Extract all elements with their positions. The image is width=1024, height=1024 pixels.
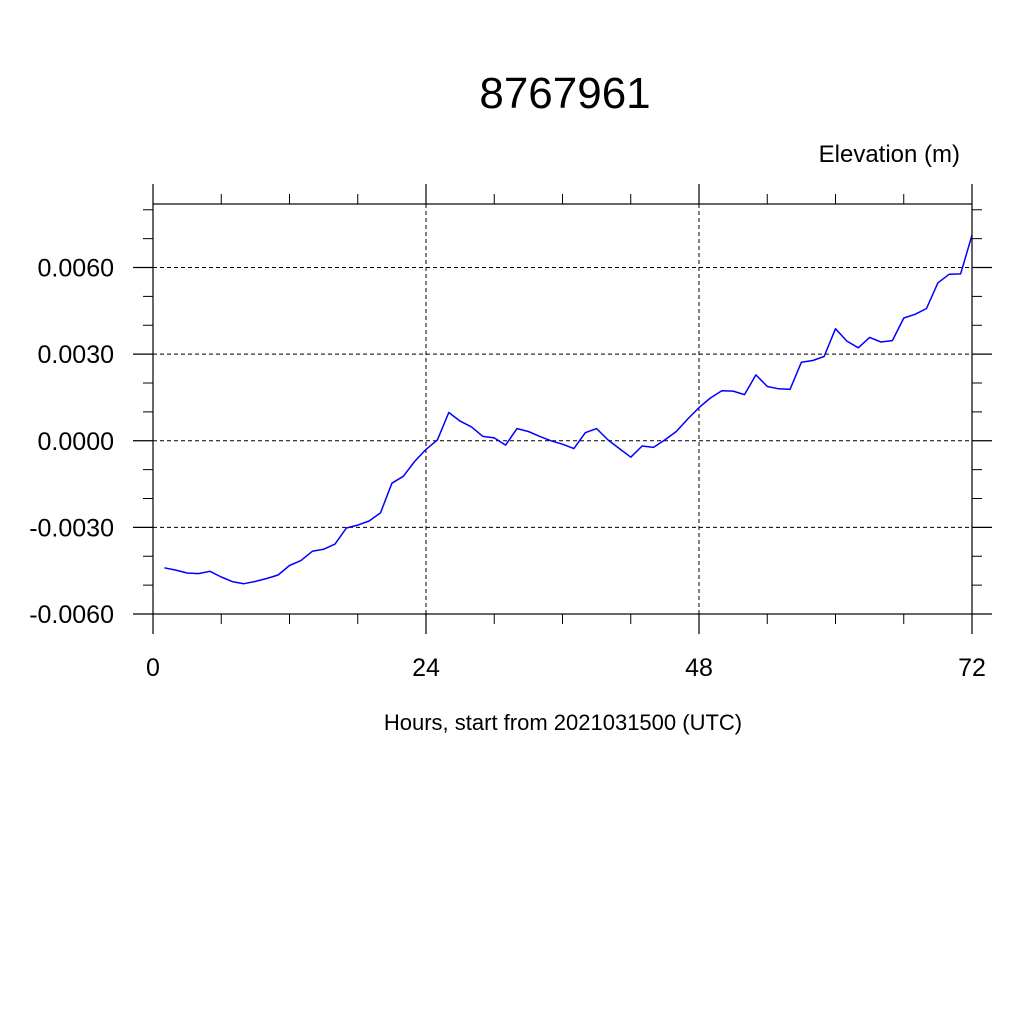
- y-tick-label: 0.0060: [38, 255, 114, 283]
- y-tick-label: 0.0030: [38, 341, 114, 369]
- chart-title: 8767961: [479, 69, 650, 118]
- tick-labels: 0 24 48 72 -0.0060 -0.0030 0.0000 0.0030 0.0060: [29, 255, 986, 682]
- x-axis-label: Hours, start from 2021031500 (UTC): [384, 710, 742, 735]
- grid: [153, 204, 972, 615]
- x-tick-label: 0: [146, 654, 160, 682]
- series: [164, 234, 973, 585]
- x-tick-label: 72: [958, 654, 986, 682]
- x-tick-label: 24: [412, 654, 440, 682]
- y-tick-label: -0.0030: [29, 514, 114, 542]
- y-tick-label: -0.0060: [29, 601, 114, 629]
- y-axis-label: Elevation (m): [819, 141, 960, 168]
- series-line: [164, 234, 973, 585]
- ticks: [133, 184, 992, 634]
- y-tick-label: 0.0000: [38, 428, 114, 456]
- plot-frame: [152, 203, 973, 615]
- x-tick-label: 48: [685, 654, 713, 682]
